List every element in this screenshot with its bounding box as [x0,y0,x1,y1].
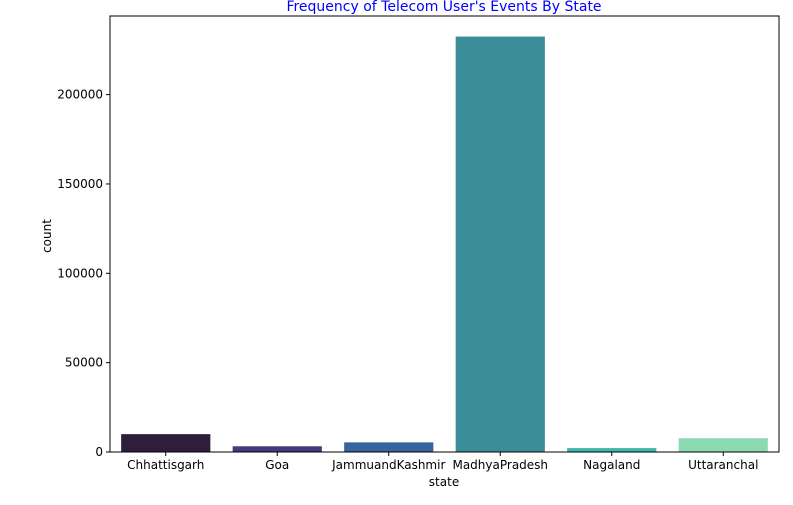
y-tick-label: 100000 [57,266,103,280]
y-tick-label: 0 [95,445,103,459]
y-axis: 0 50000 100000 150000 200000 [57,88,110,459]
bar-nagaland [567,448,657,452]
y-tick-label: 50000 [65,356,103,370]
bar-goa [232,446,322,452]
chart-title: Frequency of Telecom User's Events By St… [286,0,601,15]
bar-uttaranchal [678,438,768,452]
x-tick-label: JammuandKashmir [331,458,445,472]
y-tick-label: 200000 [57,88,103,102]
plot-frame [109,15,780,453]
x-axis: Chhattisgarh Goa JammuandKashmir MadhyaPrad… [127,452,758,472]
y-tick-label: 150000 [57,177,103,191]
bar-chhattisgarh [121,434,211,452]
bar-madhyapradesh [455,36,545,452]
x-tick-label: Goa [265,458,289,472]
x-axis-label: state [429,475,459,489]
bar-jammuandkashmir [344,442,434,452]
x-tick-label: Uttaranchal [688,458,758,472]
y-axis-label: count [40,219,54,253]
bars-layer [121,36,768,452]
x-tick-label: Nagaland [583,458,640,472]
x-tick-label: Chhattisgarh [127,458,204,472]
x-tick-label: MadhyaPradesh [452,458,548,472]
